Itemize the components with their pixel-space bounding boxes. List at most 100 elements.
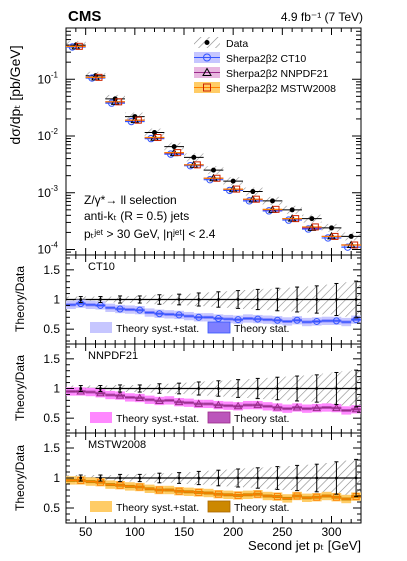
ratio-panel-mstw-label: MSTW2008 <box>88 439 146 451</box>
ratio-nnpdf-y-axis-label: Theory/Data <box>13 355 27 421</box>
y-tick-label: 10-1 <box>38 70 59 86</box>
data-ratio-point <box>276 387 279 390</box>
theory-ratio-point <box>313 317 321 325</box>
ct10-point <box>265 207 273 215</box>
theory-ratio-point <box>214 400 223 409</box>
ratio-nnpdf-syst-label: Theory syst.+stat. <box>116 413 199 425</box>
legend-entry-mstw: Sherpa2β2 MSTW2008 <box>194 82 336 95</box>
data-ratio-point <box>79 298 83 301</box>
mstw-point <box>311 223 319 231</box>
theory-ratio-point <box>254 315 262 323</box>
data-point <box>309 216 315 222</box>
legend-entry-ct10: Sherpa2β2 CT10 <box>194 52 306 65</box>
theory-ratio-point <box>312 403 322 412</box>
ratio-ct10-legend: Theory syst.+stat. Theory stat. <box>90 321 289 335</box>
data-point <box>270 198 275 204</box>
theory-ratio-point <box>195 488 203 496</box>
data-ratio-point <box>79 476 83 480</box>
theory-ratio-point <box>155 486 163 494</box>
ct10-point <box>304 225 313 233</box>
x-tick-label: 250 <box>272 525 292 539</box>
y-tick-label: 10-4 <box>38 241 59 257</box>
data-point <box>348 233 354 239</box>
data-ratio-point <box>335 387 338 390</box>
x-tick-label: 150 <box>174 525 194 539</box>
theory-ratio-point <box>155 310 163 318</box>
luminosity-label: 4.9 fb⁻¹ (7 TeV) <box>281 10 363 24</box>
mstw-point <box>193 161 201 169</box>
theory-ratio-point <box>254 490 262 498</box>
ratio-mstw-y-axis-label: Theory/Data <box>13 445 27 511</box>
theory-ratio-point <box>175 311 183 319</box>
theory-ratio-point <box>273 316 281 324</box>
ratio-panel-mstw2008: 0.5 1 1.5 <box>43 433 361 523</box>
data-ratio-point <box>256 476 260 480</box>
data-point <box>171 144 177 150</box>
theory-ratio-point <box>293 492 301 500</box>
data-ratio-point <box>315 387 319 390</box>
ratio-mstw-stat-swatch <box>207 500 231 513</box>
ratio-y-tick-label: 1.5 <box>43 441 60 455</box>
data-ratio-point <box>335 476 338 480</box>
data-ratio-point <box>295 387 299 390</box>
data-ratio-point <box>177 476 181 480</box>
x-tick-label: 200 <box>223 525 243 539</box>
legend-ct10-marker <box>203 53 211 62</box>
ct10-point <box>225 186 234 195</box>
ct10-point <box>107 99 116 107</box>
selection-annotations: Z/γ*→ ll selection anti-kₜ (R = 0.5) jet… <box>84 193 216 241</box>
mstw-point <box>292 215 300 223</box>
data-ratio-point <box>256 298 260 301</box>
ratio-y-tick-label: 1.5 <box>43 352 60 366</box>
data-ratio-point <box>276 298 279 301</box>
mstw-point <box>351 241 359 249</box>
ratio-panel-ct10: 0.5 1 1.5 <box>43 255 361 344</box>
ct10-point <box>166 150 175 158</box>
data-ratio-point <box>197 387 201 390</box>
theory-ratio-point <box>273 402 282 411</box>
ratio-ct10-stat-swatch <box>207 321 231 334</box>
data-ratio-point <box>217 298 220 301</box>
data-ratio-point <box>79 387 83 390</box>
theory-ratio-point <box>136 483 144 491</box>
legend-nnpdf-label: Sherpa2β2 NNPDF21 <box>226 68 328 80</box>
data-ratio-point <box>138 387 142 390</box>
ratio-nnpdf-stat-label: Theory stat. <box>234 413 289 425</box>
theory-ratio-point <box>116 305 124 313</box>
ratio-ct10-stat-label: Theory stat. <box>234 323 289 335</box>
mstw-point <box>252 195 260 203</box>
mstw-point <box>272 205 280 213</box>
data-ratio-point <box>158 298 161 301</box>
data-point <box>289 207 295 213</box>
data-ratio-point <box>335 298 338 301</box>
ratio-mstw-legend: Theory syst.+stat. Theory stat. <box>90 500 289 514</box>
ct10-point <box>88 74 96 82</box>
data-ratio-point <box>236 476 240 480</box>
theory-ratio-point <box>253 400 263 409</box>
ct10-point <box>284 216 293 224</box>
ratio-mstw-syst-label: Theory syst.+stat. <box>116 502 199 514</box>
ratio-nnpdf-syst-swatch <box>90 412 112 423</box>
data-ratio-point <box>315 476 319 480</box>
data-ratio-point <box>315 298 319 301</box>
ratio-y-tick-label: 0.5 <box>43 411 60 425</box>
mstw-point <box>174 149 182 157</box>
data-ratio-point <box>276 476 279 480</box>
annotation-jets: anti-kₜ (R = 0.5) jets <box>84 209 189 223</box>
data-ratio-point <box>138 476 142 480</box>
annotation-selection: Z/γ*→ ll selection <box>84 193 177 207</box>
mstw-point <box>134 116 142 124</box>
ratio-y-tick-label: 1.5 <box>43 263 60 277</box>
experiment-label: CMS <box>68 8 101 25</box>
legend-data-marker <box>204 40 210 45</box>
mstw-point <box>154 134 162 142</box>
theory-ratio-point <box>194 399 204 407</box>
ratio-panel-nnpdf-label: NNPDF21 <box>88 350 138 362</box>
legend-nnpdf-marker <box>202 67 212 76</box>
ct10-point <box>147 134 155 143</box>
ratio-panel-ct10-label: CT10 <box>88 261 115 273</box>
ct10-point <box>127 117 136 126</box>
y-tick-label: 10-3 <box>38 184 59 200</box>
annotation-cuts: pₜʲᵉᵗ > 30 GeV, |ηʲᵉᵗ| < 2.4 <box>84 227 216 241</box>
